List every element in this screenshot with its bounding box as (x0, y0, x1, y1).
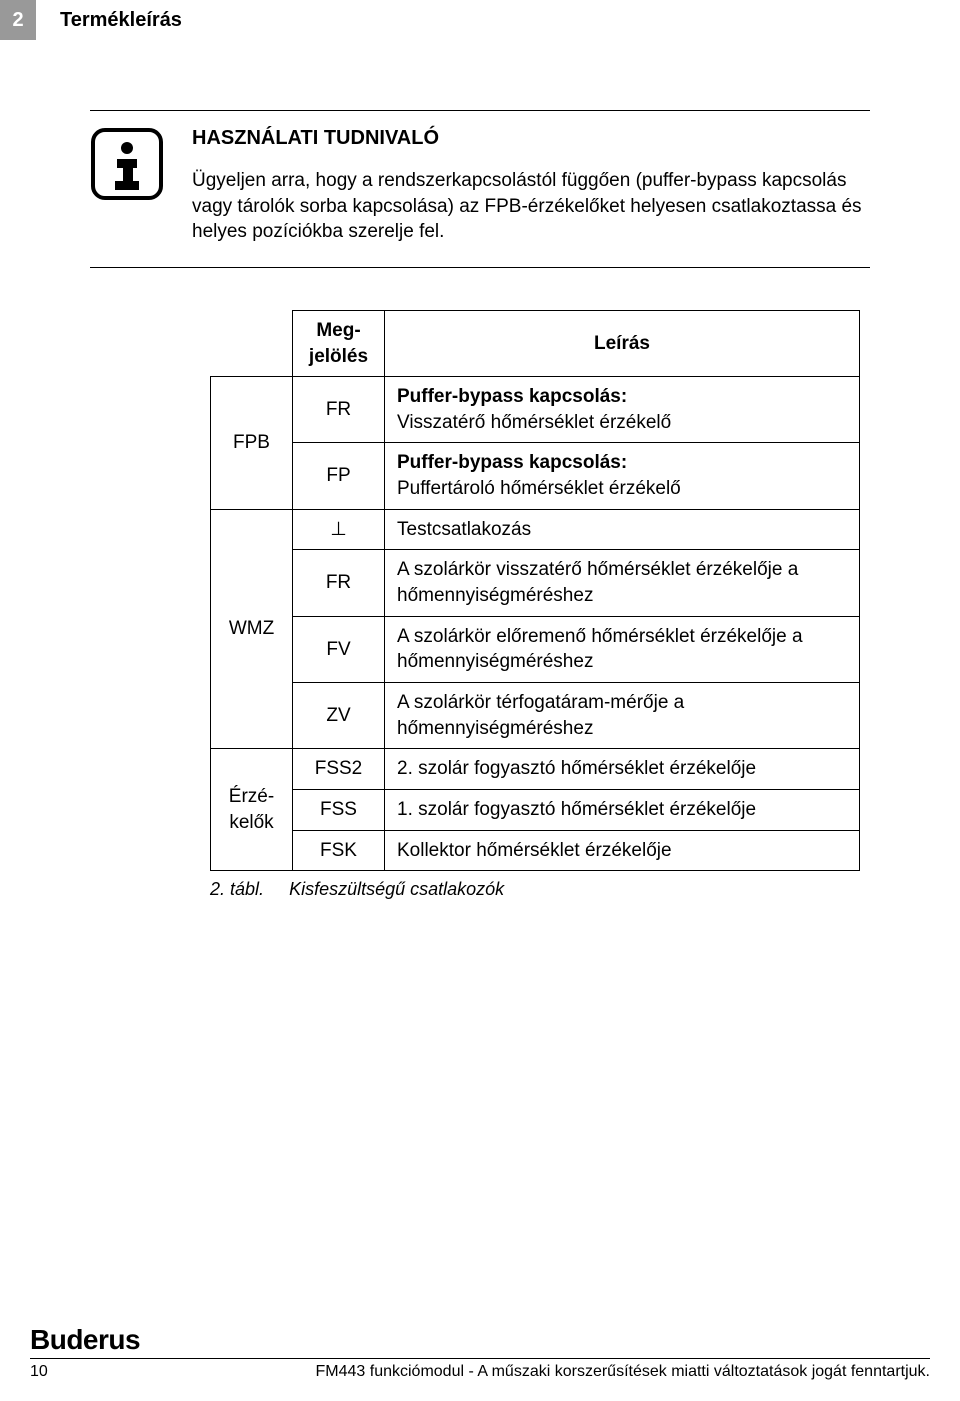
section-title: Termékleírás (60, 9, 182, 32)
desc-cell: A szolárkör előremenő hőmérséklet érzéke… (385, 616, 860, 682)
desc-cell: Testcsatlakozás (385, 509, 860, 550)
table-row: WMZ ⊥ Testcsatlakozás (211, 509, 860, 550)
footer-text: FM443 funkciómodul - A műszaki korszerűs… (316, 1363, 931, 1381)
table-caption: 2. tábl. Kisfeszültségű csatlakozók (210, 879, 860, 900)
table-row: ZV A szolárkör térfogatáram-mérője a hőm… (211, 682, 860, 748)
table-head-desc: Leírás (385, 310, 860, 376)
table-header-row: Meg-jelölés Leírás (211, 310, 860, 376)
group-sensors: Érzé-kelők (211, 749, 293, 871)
table-container: Meg-jelölés Leírás FPB FR Puffer-bypass … (210, 310, 860, 900)
section-number: 2 (0, 0, 36, 40)
group-wmz: WMZ (211, 509, 293, 748)
section-header: 2 Termékleírás (0, 0, 960, 40)
code-cell: FSS2 (293, 749, 385, 790)
code-cell: ⊥ (293, 509, 385, 550)
table-row: Érzé-kelők FSS2 2. szolár fogyasztó hőmé… (211, 749, 860, 790)
desc-cell: A szolárkör térfogatáram-mérője a hőmenn… (385, 682, 860, 748)
code-cell: FR (293, 377, 385, 443)
table-head-code: Meg-jelölés (293, 310, 385, 376)
code-cell: FSK (293, 830, 385, 871)
page-footer: Buderus 10 FM443 funkciómodul - A műszak… (0, 1324, 960, 1381)
desc-cell: 2. szolár fogyasztó hőmérséklet érzékelő… (385, 749, 860, 790)
brand-logo: Buderus (30, 1324, 140, 1356)
table-row: FP Puffer-bypass kapcsolás: Puffertároló… (211, 443, 860, 509)
table-row: FPB FR Puffer-bypass kapcsolás: Visszaté… (211, 377, 860, 443)
page-number: 10 (30, 1363, 48, 1381)
desc-cell: A szolárkör visszatérő hőmérséklet érzék… (385, 550, 860, 616)
notice-heading: HASZNÁLATI TUDNIVALÓ (192, 127, 870, 150)
table-row: FV A szolárkör előremenő hőmérséklet érz… (211, 616, 860, 682)
notice-block: HASZNÁLATI TUDNIVALÓ Ügyeljen arra, hogy… (90, 110, 870, 268)
code-cell: FV (293, 616, 385, 682)
info-icon (90, 127, 164, 201)
code-cell: FP (293, 443, 385, 509)
caption-number: 2. tábl. (210, 879, 264, 899)
desc-cell: Puffer-bypass kapcsolás: Visszatérő hőmé… (385, 377, 860, 443)
desc-cell: 1. szolár fogyasztó hőmérséklet érzékelő… (385, 789, 860, 830)
connector-table: Meg-jelölés Leírás FPB FR Puffer-bypass … (210, 310, 860, 871)
page-content: HASZNÁLATI TUDNIVALÓ Ügyeljen arra, hogy… (0, 40, 960, 900)
code-cell: FSS (293, 789, 385, 830)
table-row: FSS 1. szolár fogyasztó hőmérséklet érzé… (211, 789, 860, 830)
table-row: FSK Kollektor hőmérséklet érzékelője (211, 830, 860, 871)
code-cell: ZV (293, 682, 385, 748)
notice-body: Ügyeljen arra, hogy a rendszerkapcsolást… (192, 168, 870, 245)
group-fpb: FPB (211, 377, 293, 510)
table-row: FR A szolárkör visszatérő hőmérséklet ér… (211, 550, 860, 616)
desc-cell: Puffer-bypass kapcsolás: Puffertároló hő… (385, 443, 860, 509)
desc-cell: Kollektor hőmérséklet érzékelője (385, 830, 860, 871)
caption-text: Kisfeszültségű csatlakozók (289, 879, 504, 899)
code-cell: FR (293, 550, 385, 616)
